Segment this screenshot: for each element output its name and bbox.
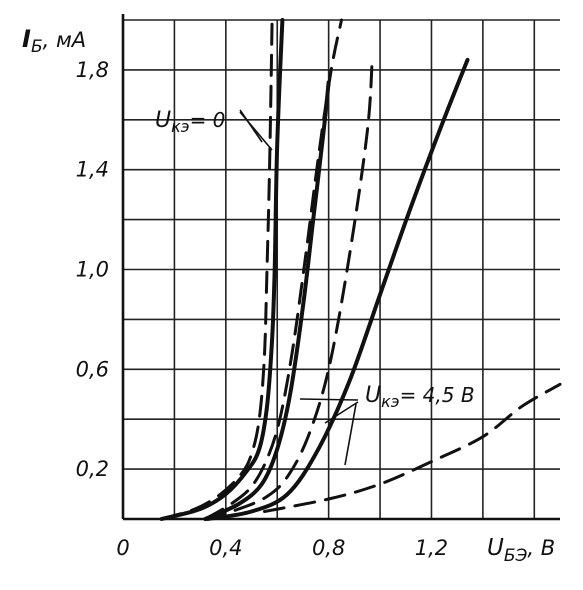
y-axis-label: IБ, мА bbox=[22, 25, 86, 57]
series-line-7-dashed bbox=[262, 382, 562, 513]
y-tick-label: 1,0 bbox=[76, 258, 109, 282]
x-axis-label-unit: , В bbox=[527, 536, 555, 560]
annotation-leaders bbox=[239, 109, 359, 466]
series-line-6-solid bbox=[205, 57, 470, 521]
annotation-uke-0-value: = 0 bbox=[190, 108, 226, 132]
series-line-5-dashed bbox=[203, 55, 374, 521]
annotation-uke-0-sub: кэ bbox=[171, 117, 189, 136]
y-tick-labels: 0,2 0,6 1,0 1,4 1,8 bbox=[76, 58, 109, 481]
grid bbox=[123, 19, 560, 519]
annotation-uke-0-main: U bbox=[155, 108, 171, 133]
annotation-uke-45-sub: кэ bbox=[381, 392, 399, 411]
x-tick-label: 1,2 bbox=[415, 536, 448, 560]
annotation-leader-line bbox=[299, 398, 359, 401]
annotation-leader-line bbox=[324, 401, 359, 424]
x-axis-label-sub: БЭ bbox=[504, 546, 528, 566]
x-tick-labels: 0 0,4 0,8 1,2 bbox=[116, 536, 448, 560]
y-axis-label-sub: Б bbox=[31, 37, 43, 57]
y-axis-label-unit: , мА bbox=[43, 28, 87, 52]
annotation-uke-0: Uкэ= 0 bbox=[155, 108, 225, 136]
annotation-uke-45: Uкэ= 4,5 В bbox=[365, 383, 475, 411]
x-tick-label: 0 bbox=[116, 536, 129, 560]
annotation-uke-45-value: = 4,5 В bbox=[400, 383, 475, 407]
annotation-leader-line bbox=[344, 403, 357, 466]
axes bbox=[121, 14, 560, 521]
x-tick-label: 0,8 bbox=[312, 536, 345, 560]
annotation-leader-line bbox=[239, 111, 273, 151]
y-axis-label-main: I bbox=[22, 25, 31, 53]
x-axis-label: UБЭ, В bbox=[487, 535, 555, 566]
annotation-uke-45-main: U bbox=[365, 383, 381, 408]
series-line-2-solid bbox=[159, 18, 285, 521]
y-tick-label: 1,8 bbox=[76, 58, 109, 82]
x-axis-label-main: U bbox=[487, 535, 504, 561]
series-line-4-solid bbox=[203, 80, 331, 521]
curves bbox=[159, 18, 562, 521]
y-tick-label: 0,6 bbox=[76, 357, 109, 381]
y-tick-label: 0,2 bbox=[76, 457, 109, 481]
x-tick-label: 0,4 bbox=[209, 536, 242, 560]
y-tick-label: 1,4 bbox=[76, 158, 109, 182]
